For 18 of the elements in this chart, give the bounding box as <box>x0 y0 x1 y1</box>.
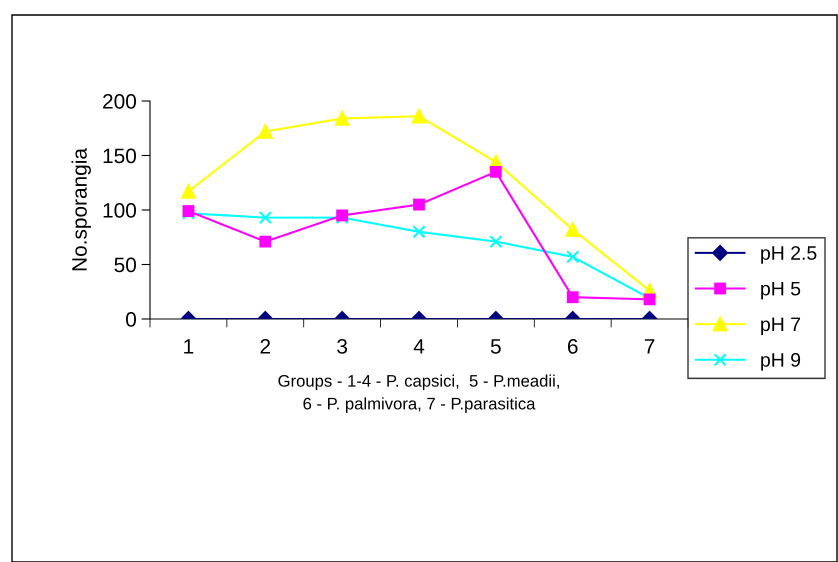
x-tick-label: 3 <box>337 338 348 354</box>
y-tick-label: 200 <box>103 94 136 109</box>
y-tick-label: 50 <box>114 258 136 272</box>
y-tick-label: 100 <box>104 203 136 218</box>
y-tick-label: 150 <box>104 148 136 164</box>
x-tick-label: 2 <box>260 338 270 354</box>
x-tick-label: 4 <box>414 339 424 354</box>
x-tick-label: 5 <box>490 339 501 354</box>
x-axis-title: Groups - 1-4 - P. capsici, 5 - P.meadii, 6 - P. palmivora, 7 - P.parasitica <box>278 374 559 413</box>
legend-label: pH 2.5 <box>761 246 816 264</box>
x-tick-label: 7 <box>644 339 654 354</box>
legend-label: pH 5 <box>761 282 800 300</box>
x-tick-label: 1 <box>184 339 194 354</box>
legend-label: pH 7 <box>761 318 800 335</box>
y-tick-label: 0 <box>126 312 136 327</box>
x-tick-label: 6 <box>568 338 578 354</box>
legend-label: pH 9 <box>761 352 800 371</box>
y-axis-title: No.sporangia <box>72 148 91 270</box>
